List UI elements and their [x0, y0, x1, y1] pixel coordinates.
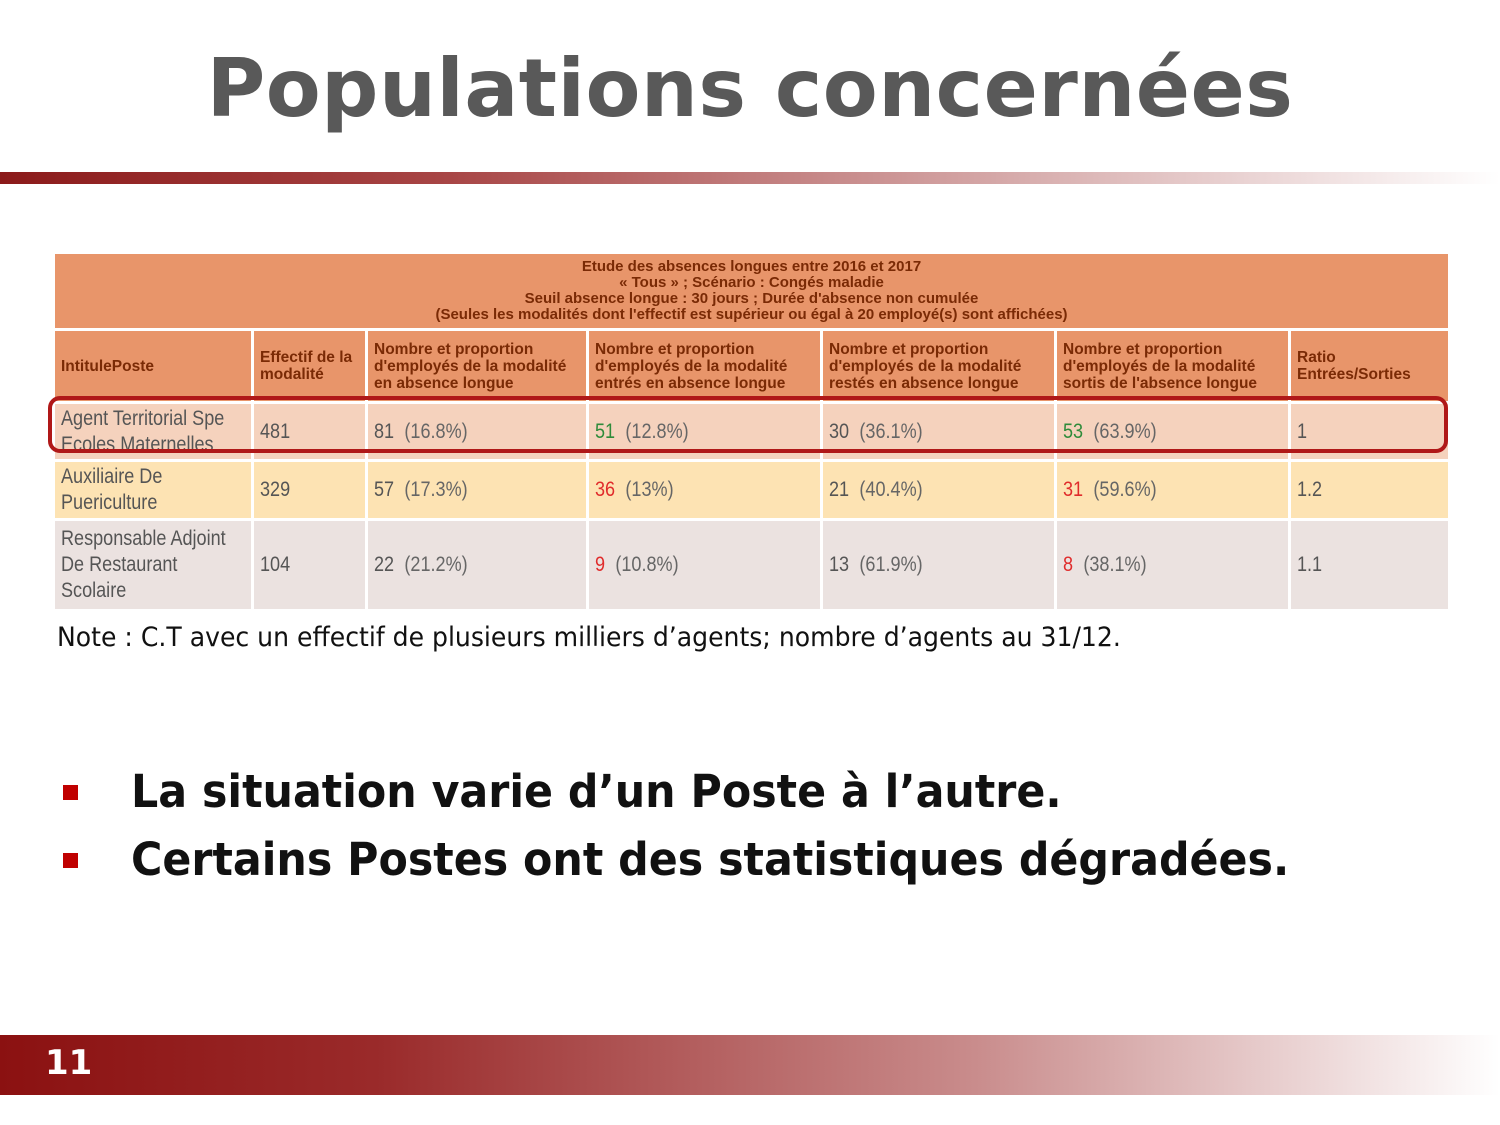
column-header-sortis: Nombre et proportion d'employés de la mo… — [1054, 328, 1291, 404]
cell-poste: Auxiliaire De Puericulture — [52, 459, 254, 521]
column-header-absence: Nombre et proportion d'employés de la mo… — [365, 328, 589, 404]
cell-ratio: 1.1 — [1287, 518, 1452, 612]
cell-entres: 9 (10.8%) — [586, 518, 823, 612]
cell-entres: 36 (13%) — [586, 459, 823, 521]
column-header-poste: IntitulePoste — [52, 328, 254, 404]
bullet-list: La situation varie d’un Poste à l’autre.… — [60, 765, 1460, 901]
footer-bar — [0, 1035, 1500, 1095]
cell-effectif: 329 — [251, 459, 368, 521]
cell-sortis: 31 (59.6%) — [1054, 459, 1291, 521]
cell-absence: 81 (16.8%) — [365, 401, 589, 462]
cell-effectif: 481 — [251, 401, 368, 462]
cell-restes: 30 (36.1%) — [820, 401, 1057, 462]
bullet-text: Certains Postes ont des statistiques dég… — [131, 833, 1290, 886]
cell-sortis: 53 (63.9%) — [1054, 401, 1291, 462]
cell-poste: Responsable Adjoint De Restaurant Scolai… — [52, 518, 254, 612]
square-bullet-icon — [63, 853, 78, 868]
bullet-item: La situation varie d’un Poste à l’autre. — [60, 765, 1460, 833]
cell-ratio: 1.2 — [1287, 459, 1452, 521]
bullet-item: Certains Postes ont des statistiques dég… — [60, 833, 1460, 901]
table-row: Responsable Adjoint De Restaurant Scolai… — [52, 518, 1452, 612]
column-header-entres: Nombre et proportion d'employés de la mo… — [586, 328, 823, 404]
cell-restes: 21 (40.4%) — [820, 459, 1057, 521]
column-header-restes: Nombre et proportion d'employés de la mo… — [820, 328, 1057, 404]
table-row: Auxiliaire De Puericulture 329 57 (17.3%)… — [52, 459, 1452, 521]
caption-line: « Tous » ; Scénario : Congés maladie — [619, 274, 884, 291]
title-divider — [0, 172, 1500, 184]
table-caption: Etude des absences longues entre 2016 et… — [51, 251, 1452, 331]
column-header-effectif: Effectif de la modalité — [251, 328, 368, 404]
cell-sortis: 8 (38.1%) — [1054, 518, 1291, 612]
absence-table-container: Etude des absences longues entre 2016 et… — [51, 251, 1452, 612]
cell-poste: Agent Territorial Spe Ecoles Maternelles — [52, 401, 254, 462]
cell-absence: 57 (17.3%) — [365, 459, 589, 521]
caption-line: Seuil absence longue : 30 jours ; Durée … — [524, 290, 979, 307]
square-bullet-icon — [63, 785, 78, 800]
caption-line: (Seules les modalités dont l'effectif es… — [435, 306, 1068, 323]
bullet-text: La situation varie d’un Poste à l’autre. — [131, 765, 1062, 818]
cell-entres: 51 (12.8%) — [586, 401, 823, 462]
cell-ratio: 1 — [1287, 401, 1452, 462]
cell-effectif: 104 — [251, 518, 368, 612]
cell-absence: 22 (21.2%) — [365, 518, 589, 612]
page-number: 11 — [45, 1043, 93, 1083]
table-note: Note : C.T avec un effectif de plusieurs… — [57, 622, 1121, 653]
column-header-ratio: Ratio Entrées/Sorties — [1287, 328, 1452, 404]
slide-title: Populations concernées — [206, 42, 1294, 135]
caption-line: Etude des absences longues entre 2016 et… — [581, 258, 922, 275]
cell-restes: 13 (61.9%) — [820, 518, 1057, 612]
absence-table: Etude des absences longues entre 2016 et… — [51, 251, 1452, 612]
table-row: Agent Territorial Spe Ecoles Maternelles… — [52, 401, 1452, 462]
